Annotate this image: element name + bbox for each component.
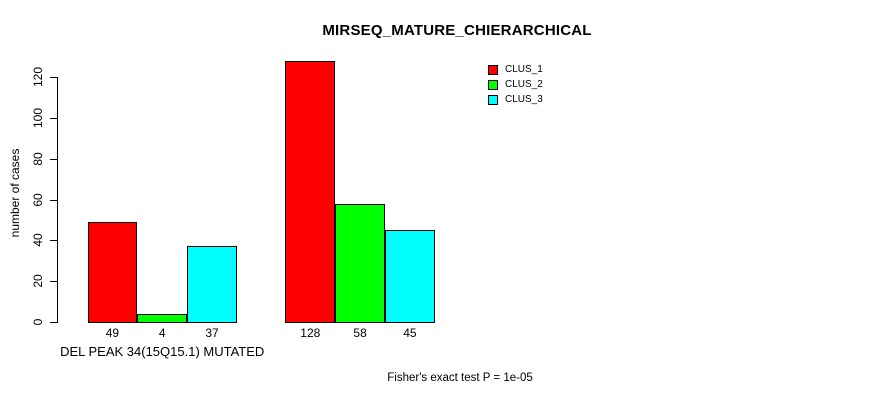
y-tick bbox=[50, 281, 57, 283]
y-tick bbox=[50, 158, 57, 160]
bar-value-label: 58 bbox=[353, 326, 367, 340]
y-tick bbox=[50, 240, 57, 242]
y-tick-label: 100 bbox=[31, 107, 45, 128]
group-label: DEL PEAK 34(15Q15.1) MUTATED bbox=[60, 344, 265, 359]
bar-clus_2 bbox=[137, 313, 188, 323]
bar-clus_1 bbox=[87, 221, 138, 323]
bar-value-label: 45 bbox=[403, 326, 417, 340]
bar-clus_3 bbox=[187, 246, 237, 323]
y-tick bbox=[50, 322, 57, 323]
y-tick-label: 120 bbox=[31, 66, 45, 88]
y-axis-line bbox=[57, 77, 58, 323]
bar-value-label: 4 bbox=[158, 326, 166, 340]
legend-swatch-icon bbox=[488, 95, 498, 105]
bar-value-label: 49 bbox=[105, 326, 120, 340]
y-tick-label: 0 bbox=[31, 318, 45, 326]
y-tick bbox=[50, 117, 57, 119]
chart-title: MIRSEQ_MATURE_CHIERARCHICAL bbox=[322, 22, 592, 39]
y-tick-label: 40 bbox=[31, 233, 45, 248]
footnote-pvalue: Fisher's exact test P = 1e-05 bbox=[387, 372, 533, 384]
bar-clus_2 bbox=[335, 203, 385, 323]
y-tick-label: 20 bbox=[31, 274, 45, 288]
legend-swatch-icon bbox=[488, 65, 498, 75]
bar-value-label: 37 bbox=[205, 326, 219, 340]
legend-label: CLUS_3 bbox=[505, 94, 543, 105]
legend-label: CLUS_2 bbox=[505, 79, 543, 90]
legend-swatch-icon bbox=[488, 80, 498, 90]
legend-label: CLUS_1 bbox=[505, 64, 543, 75]
bar-clus_3 bbox=[385, 230, 435, 323]
bar-value-label: 128 bbox=[300, 326, 321, 340]
y-tick bbox=[50, 199, 57, 201]
y-tick bbox=[50, 77, 57, 78]
bar-clus_1 bbox=[285, 60, 336, 323]
y-tick-label: 80 bbox=[31, 151, 45, 166]
y-tick-label: 60 bbox=[31, 192, 45, 207]
y-axis-label: number of cases bbox=[8, 148, 22, 238]
